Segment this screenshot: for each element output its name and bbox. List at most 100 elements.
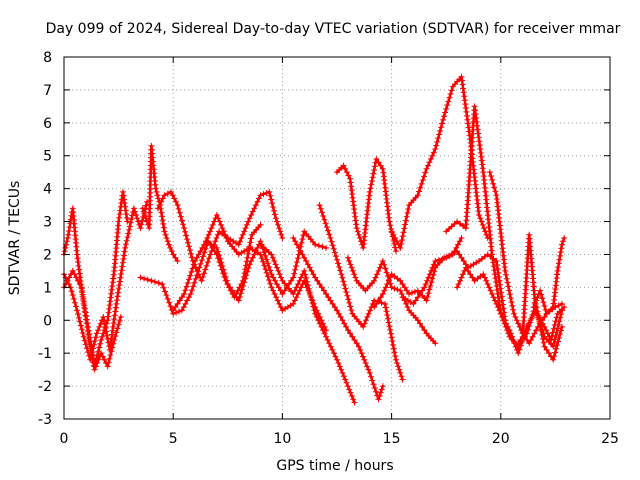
y-tick-label: -3	[38, 412, 52, 428]
data-point	[336, 263, 343, 270]
data-point	[515, 350, 522, 357]
data-point	[475, 134, 482, 141]
data-point	[516, 346, 523, 353]
data-point	[278, 274, 285, 281]
data-point	[392, 353, 399, 360]
data-point	[395, 363, 402, 370]
data-point	[417, 184, 424, 191]
data-point	[133, 211, 140, 218]
data-point	[290, 290, 297, 297]
data-point	[245, 250, 252, 257]
data-point	[96, 323, 103, 330]
data-point	[368, 373, 375, 380]
data-point	[262, 266, 269, 273]
data-point	[346, 258, 353, 265]
data-point	[459, 77, 466, 84]
data-point	[137, 274, 144, 281]
data-point	[533, 327, 540, 334]
data-point	[352, 213, 359, 220]
data-point	[533, 297, 540, 304]
data-point	[270, 203, 277, 210]
data-point	[425, 162, 431, 169]
data-point	[371, 384, 378, 391]
data-point	[382, 265, 389, 272]
data-point	[102, 323, 109, 330]
data-point	[394, 286, 401, 293]
data-point	[137, 225, 144, 232]
data-point	[159, 195, 166, 202]
data-point	[142, 215, 149, 222]
data-point	[237, 290, 244, 297]
data-point	[390, 341, 397, 348]
data-point	[401, 284, 408, 291]
data-point	[369, 377, 376, 384]
data-point	[345, 296, 352, 303]
data-point	[487, 173, 494, 180]
data-point	[393, 238, 400, 245]
data-point	[130, 205, 137, 212]
data-point	[220, 228, 227, 235]
data-point	[187, 290, 194, 297]
data-point	[298, 239, 305, 246]
y-tick-label: -2	[38, 379, 52, 395]
data-point	[214, 248, 221, 255]
data-point	[465, 267, 472, 274]
data-point	[550, 325, 557, 332]
data-point	[229, 287, 236, 294]
data-point	[296, 277, 303, 284]
data-point	[114, 325, 121, 332]
data-point	[338, 271, 345, 278]
data-point	[190, 283, 197, 290]
data-point	[462, 105, 469, 112]
data-point	[238, 286, 245, 293]
y-tick-label: 3	[43, 215, 52, 231]
data-point	[193, 272, 200, 279]
data-point	[74, 255, 81, 262]
data-point	[486, 284, 493, 291]
data-point	[266, 188, 273, 195]
data-point	[113, 329, 120, 336]
data-point	[235, 241, 242, 248]
data-point	[95, 348, 102, 355]
data-point	[248, 235, 255, 242]
data-point	[432, 258, 439, 265]
x-tick-label: 0	[60, 431, 69, 447]
data-point	[263, 256, 270, 263]
data-point	[310, 271, 317, 278]
data-point	[107, 352, 114, 359]
data-point	[475, 211, 482, 218]
data-point	[541, 303, 548, 310]
data-point	[107, 294, 114, 301]
series-sat-f	[137, 221, 264, 317]
data-point	[112, 308, 119, 315]
data-point	[202, 266, 209, 273]
data-point	[122, 241, 129, 248]
data-point	[104, 363, 111, 370]
data-point	[495, 269, 502, 276]
data-point	[498, 293, 505, 300]
data-point	[87, 338, 94, 345]
data-point	[172, 304, 179, 311]
data-point	[466, 128, 473, 135]
y-tick-label: -1	[38, 346, 52, 362]
data-point	[556, 256, 563, 263]
data-point	[502, 267, 509, 274]
data-point	[534, 323, 541, 330]
data-point	[172, 198, 179, 205]
data-point	[437, 127, 444, 134]
data-point	[526, 323, 533, 330]
data-point	[383, 269, 390, 276]
data-point	[532, 307, 539, 314]
data-point	[97, 340, 104, 347]
data-point	[126, 226, 133, 233]
data-point	[277, 304, 284, 311]
data-point	[435, 135, 442, 142]
data-point	[178, 294, 185, 301]
data-point	[193, 254, 200, 261]
data-point	[479, 221, 486, 228]
data-point	[81, 337, 88, 344]
data-point	[121, 200, 128, 207]
data-point	[243, 272, 250, 279]
data-point	[463, 108, 470, 115]
data-point	[316, 202, 323, 209]
